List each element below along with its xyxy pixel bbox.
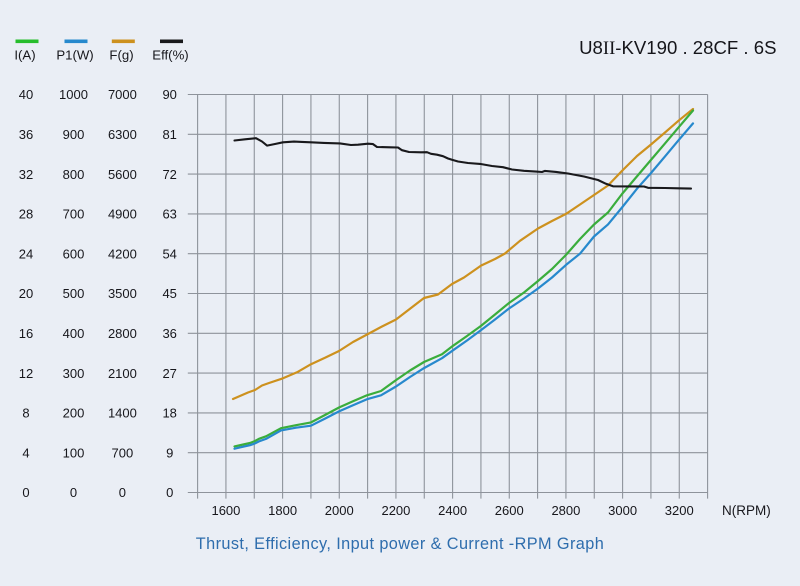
svg-text:40: 40 — [19, 87, 33, 102]
svg-text:32: 32 — [19, 167, 33, 182]
svg-text:3200: 3200 — [665, 503, 694, 518]
svg-text:700: 700 — [112, 445, 134, 460]
svg-text:200: 200 — [63, 406, 85, 421]
svg-text:F(g): F(g) — [109, 48, 133, 63]
svg-text:N(RPM): N(RPM) — [722, 503, 771, 518]
svg-text:100: 100 — [63, 445, 85, 460]
svg-text:0: 0 — [119, 485, 126, 500]
svg-text:36: 36 — [19, 127, 33, 142]
svg-text:900: 900 — [63, 127, 85, 142]
svg-text:1400: 1400 — [108, 406, 137, 421]
svg-text:18: 18 — [162, 406, 176, 421]
svg-text:2000: 2000 — [325, 503, 354, 518]
svg-text:90: 90 — [162, 87, 176, 102]
svg-text:36: 36 — [162, 326, 176, 341]
svg-text:28: 28 — [19, 207, 33, 222]
svg-text:0: 0 — [166, 485, 173, 500]
svg-text:7000: 7000 — [108, 87, 137, 102]
svg-text:P1(W): P1(W) — [56, 48, 93, 63]
svg-text:24: 24 — [19, 246, 33, 261]
svg-text:2200: 2200 — [381, 503, 410, 518]
svg-text:800: 800 — [63, 167, 85, 182]
svg-text:Eff(%): Eff(%) — [152, 48, 188, 63]
svg-text:300: 300 — [63, 366, 85, 381]
svg-text:Thrust, Efficiency, Input powe: Thrust, Efficiency, Input power & Curren… — [196, 535, 604, 553]
svg-text:72: 72 — [162, 167, 176, 182]
svg-text:600: 600 — [63, 246, 85, 261]
svg-text:I(A): I(A) — [14, 48, 35, 63]
svg-text:700: 700 — [63, 207, 85, 222]
svg-text:16: 16 — [19, 326, 33, 341]
svg-text:1000: 1000 — [59, 87, 88, 102]
svg-text:2100: 2100 — [108, 366, 137, 381]
svg-text:400: 400 — [63, 326, 85, 341]
svg-text:1600: 1600 — [211, 503, 240, 518]
svg-text:2400: 2400 — [438, 503, 467, 518]
svg-text:2800: 2800 — [551, 503, 580, 518]
svg-text:8: 8 — [22, 406, 29, 421]
svg-text:2800: 2800 — [108, 326, 137, 341]
svg-text:4200: 4200 — [108, 246, 137, 261]
svg-text:0: 0 — [70, 485, 77, 500]
svg-text:12: 12 — [19, 366, 33, 381]
svg-text:9: 9 — [166, 445, 173, 460]
svg-text:3000: 3000 — [608, 503, 637, 518]
svg-text:63: 63 — [162, 207, 176, 222]
svg-text:81: 81 — [162, 127, 176, 142]
svg-text:27: 27 — [162, 366, 176, 381]
svg-text:U8II-KV190 . 28CF . 6S: U8II-KV190 . 28CF . 6S — [579, 37, 776, 59]
svg-text:20: 20 — [19, 286, 33, 301]
svg-text:6300: 6300 — [108, 127, 137, 142]
svg-text:4: 4 — [22, 445, 29, 460]
svg-text:1800: 1800 — [268, 503, 297, 518]
svg-text:0: 0 — [22, 485, 29, 500]
svg-text:54: 54 — [162, 246, 176, 261]
svg-text:45: 45 — [162, 286, 176, 301]
svg-text:5600: 5600 — [108, 167, 137, 182]
svg-text:4900: 4900 — [108, 207, 137, 222]
svg-text:3500: 3500 — [108, 286, 137, 301]
svg-text:500: 500 — [63, 286, 85, 301]
svg-text:2600: 2600 — [495, 503, 524, 518]
